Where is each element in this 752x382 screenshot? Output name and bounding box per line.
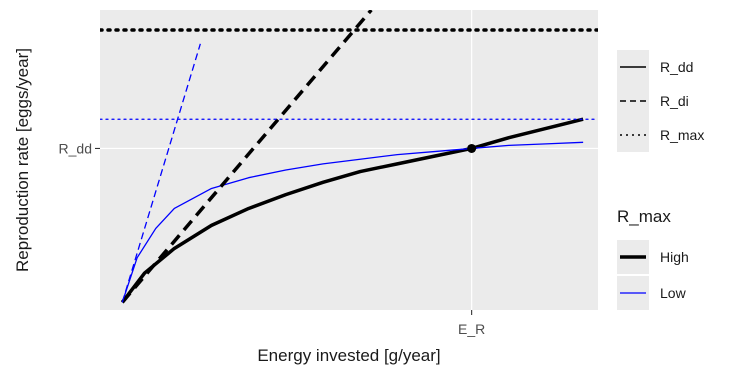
legend-label-r-max: R_max [660,127,704,143]
grid-lines [100,10,598,310]
x-tick-label-0: E_R [458,321,485,337]
series-r-dd-high [120,117,584,304]
legend-label-high: High [660,249,689,265]
x-axis-title: Energy invested [g/year] [257,346,440,365]
legend-label-r-di: R_di [660,93,689,109]
data-series [100,10,598,304]
series-r-di-high [120,10,373,304]
legend-color-title: R_max [617,207,671,226]
legend-color: R_max High Low [617,207,689,310]
axes: E_R R_dd Energy invested [g/year] Reproduct… [13,48,485,365]
legend-label-r-dd: R_dd [660,59,693,75]
data-points [467,143,477,153]
y-axis-title: Reproduction rate [eggs/year] [13,48,32,272]
legend: R_dd R_di R_max R_max High Low [617,50,704,310]
legend-linetype: R_dd R_di R_max [617,50,704,152]
series-r-di-low [121,43,201,303]
y-tick-label-0: R_dd [59,140,92,156]
data-point-0 [467,143,477,153]
legend-label-low: Low [660,285,687,301]
series-r-dd-low [121,141,584,303]
